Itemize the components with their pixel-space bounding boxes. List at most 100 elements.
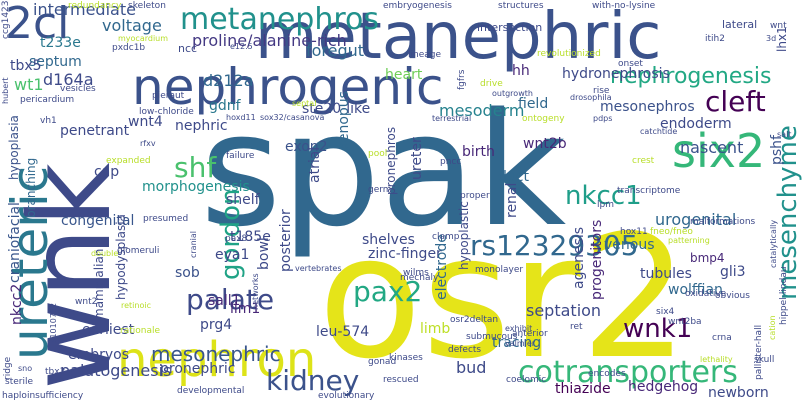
word-ontogeny: ontogeny [522,114,565,124]
word-2cl: 2cl [5,0,70,49]
word-tubules: tubules [640,266,692,282]
word-pieraut: pieraut [152,91,185,101]
word-coelomic: coelomic [506,375,547,385]
word-evolutionary: evolutionary [318,391,375,401]
word-mesonephric: mesonephric [151,342,281,366]
word-hoxd11: hoxd11 [226,113,256,122]
word-thiazide: thiazide [555,381,611,397]
word-wnt2ba: wnt2ba [668,317,702,327]
word-gli3: gli3 [720,264,746,280]
word-tbx5: tbx5 [10,58,42,74]
word-sox32: sox32/casanova [260,113,325,122]
word-nascent: nascent [680,138,744,157]
word-septal: septal [292,99,317,108]
word-myocardium: myocardium [118,34,169,43]
word-cap: cap [94,164,120,180]
word-nephric: nephric [175,118,228,134]
word-rs12329305: rs12329305 [470,229,639,262]
word-proline: proline/alanine-rich [192,31,347,50]
word-nkcc1: nkcc1 [565,181,642,211]
word-skull: skull [754,355,775,365]
word-rescued: rescued [383,375,419,385]
word-redundancy: redundancy [68,1,122,11]
word-mammalian: mammalian [92,248,106,320]
word-proper: proper [460,191,490,201]
word-mechaly: mechaly [400,273,439,283]
word-crest: crest [632,156,655,166]
word-with-no-lysine: with-no-lysine [592,1,656,11]
word-kinases: kinases [389,353,423,363]
word-hox11: hox11 [620,227,648,237]
word-itih2: itih2 [705,34,725,44]
word-endoderm: endoderm [660,116,732,132]
word-septum: septum [29,54,82,70]
word-fneo: fneo/fneo [650,227,693,237]
word-atrial: atrial [307,146,323,183]
word-ridge: ridge [3,356,13,380]
word-metanephros: metanephros [180,2,380,37]
word-birth: birth [462,144,495,160]
word-embryogenesis: embryogenesis [383,1,452,11]
word-ncc: ncc [178,42,198,55]
word-lineage: lineage [408,50,442,60]
word-lateral: lateral [722,18,758,31]
word-salt: salt [777,130,792,139]
word-hedgehog: hedgehog [628,379,699,395]
word-rise: rise [593,86,610,96]
word-structures: structures [498,1,544,11]
word-t185e: t185e [230,229,271,245]
word-valmier: valmier [505,339,536,348]
word-monolayer: monolayer [475,265,524,275]
word-catchtide: catchtide [640,127,678,136]
word-pdps: pdps [593,114,613,123]
word-metanephric: metanephric [255,0,662,74]
word-ccg1423: ccg1423 [1,0,11,39]
word-branching: branching [24,157,38,218]
word-encodes: encodes [588,369,626,379]
word-nephron: nephron [117,332,317,388]
word-palate: palate [186,283,275,316]
word-agenesis: agenesis [571,226,587,289]
word-crna: crna [712,333,732,343]
word-presumed: presumed [143,214,189,224]
word-xenopus: xenopus [336,91,352,150]
word-wnk1: wnk1 [623,314,693,344]
word-onset: onset [618,59,643,69]
word-defects: defects [448,345,482,355]
word-lethality: lethality [700,355,733,364]
word-hypoplasia: hypoplasia [7,115,21,180]
word-kidney: kidney [266,364,360,397]
word-craniofacial: craniofacial [7,202,23,283]
word-pxdc1b: pxdc1b [112,43,146,53]
word-limb: limb [420,321,451,337]
word-pncc: pncc [440,157,462,167]
word-six2: six2 [672,124,766,178]
word-ureter: ureter [409,137,425,180]
word-lim1: lim1 [230,301,261,317]
word-exhibit: exhibit [505,324,533,333]
word-embryos: embryos [68,347,130,363]
word-skeleton: skeleton [128,1,166,11]
word-rfxv: rfxv [140,139,156,148]
word-vertebrates: vertebrates [295,264,342,273]
word-transcriptome: transcriptome [617,186,681,196]
word-outgrowth: outgrowth [492,89,533,98]
word-hippel-lindau: hippel-lindau [779,266,789,325]
word-hypoplastic: hypoplastic [457,201,471,270]
word-fgfrs: fgfrs [457,69,467,90]
word-retinoic: retinoic [121,301,151,310]
word-patterning: patterning [668,236,710,245]
word-bmp4: bmp4 [690,251,725,265]
word-morphogenesis: morphogenesis [142,179,250,195]
word-terrestrial: terrestrial [432,114,472,123]
word-wnt2b: wnt2b [523,136,567,152]
word-septation: septation [526,301,602,320]
word-penetrant: penetrant [60,123,130,139]
word-rs1010732: rs1010732 [49,302,58,346]
word-sno: sno [18,364,33,373]
word-ret: ret [570,322,583,332]
word-obvious: obvious [715,291,750,301]
word-voltage: voltage [102,16,162,35]
word-sterile: sterile [5,377,33,387]
